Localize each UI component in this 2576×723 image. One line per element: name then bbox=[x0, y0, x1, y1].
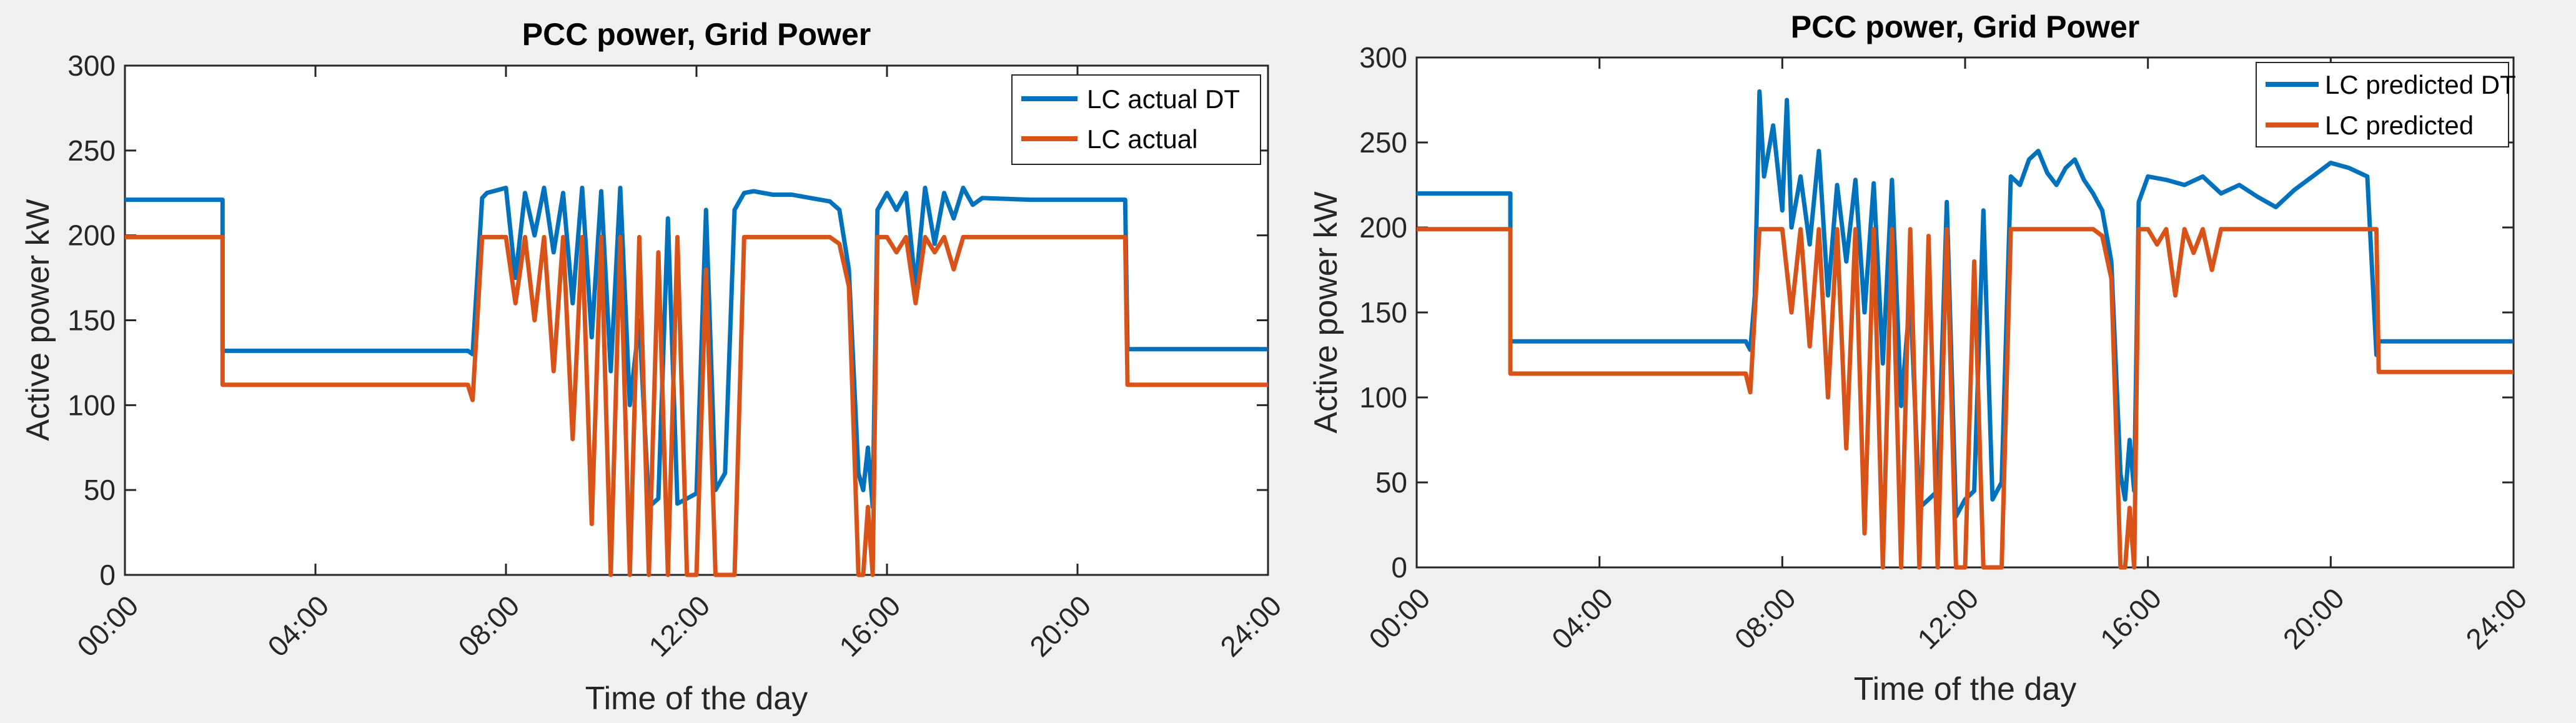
series-line-1 bbox=[1417, 227, 2514, 570]
y-tick-label: 250 bbox=[1359, 126, 1407, 159]
legend-label-0: LC actual DT bbox=[1087, 84, 1240, 114]
chart-title: PCC power, Grid Power bbox=[1791, 9, 2139, 44]
y-tick-label: 200 bbox=[67, 219, 116, 252]
x-axis-label: Time of the day bbox=[585, 681, 808, 717]
y-tick-label: 250 bbox=[67, 134, 116, 167]
y-tick-label: 150 bbox=[67, 304, 116, 337]
series-lines bbox=[1417, 89, 2514, 570]
x-axis-label: Time of the day bbox=[1854, 671, 2076, 707]
y-tick-label: 0 bbox=[99, 559, 116, 591]
y-tick-label: 300 bbox=[1359, 41, 1407, 74]
legend-box bbox=[2256, 62, 2509, 147]
series-line-0 bbox=[125, 186, 1268, 509]
y-axis-label: Active power kW bbox=[20, 199, 56, 441]
chart-title: PCC power, Grid Power bbox=[522, 17, 871, 52]
legend-label-0: LC predicted DT bbox=[2325, 70, 2516, 99]
series-lines bbox=[125, 186, 1268, 577]
y-tick-label: 200 bbox=[1359, 211, 1407, 244]
series-line-0 bbox=[1417, 89, 2514, 519]
y-tick-label: 100 bbox=[67, 389, 116, 421]
legend: LC actual DT LC actual bbox=[1011, 74, 1261, 165]
legend-label-1: LC predicted bbox=[2325, 111, 2474, 140]
y-tick-label: 0 bbox=[1391, 551, 1407, 584]
legend: LC predicted DT LC predicted bbox=[2256, 62, 2516, 147]
y-axis-label: Active power kW bbox=[1308, 191, 1344, 433]
y-tick-label: 300 bbox=[67, 49, 116, 82]
y-tick-label: 50 bbox=[84, 474, 116, 506]
y-tick-label: 150 bbox=[1359, 296, 1407, 329]
legend-label-1: LC actual bbox=[1087, 124, 1197, 154]
legend-box bbox=[1011, 74, 1261, 165]
y-tick-label: 100 bbox=[1359, 381, 1407, 414]
y-tick-label: 50 bbox=[1375, 466, 1407, 499]
series-line-1 bbox=[125, 234, 1268, 577]
